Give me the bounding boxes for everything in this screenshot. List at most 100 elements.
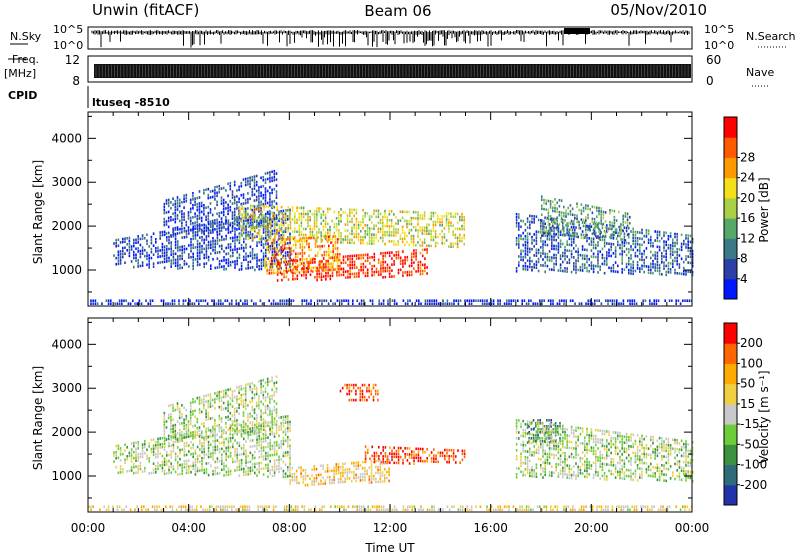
power-echo-cell bbox=[243, 237, 245, 241]
power-echo-cell bbox=[277, 259, 279, 263]
power-echo-cell bbox=[598, 221, 600, 225]
velocity-echo-cell bbox=[258, 444, 260, 447]
power-echo-cell bbox=[233, 210, 236, 214]
power-echo-cell bbox=[364, 259, 367, 263]
power-echo-cell bbox=[183, 263, 186, 266]
power-echo-cell bbox=[316, 231, 318, 234]
power-echo-cell bbox=[269, 180, 271, 183]
velocity-echo-cell bbox=[251, 457, 254, 460]
power-echo-cell bbox=[207, 231, 210, 235]
velocity-echo-cell bbox=[254, 465, 256, 469]
power-echo-cell bbox=[543, 207, 545, 211]
power-echo-cell bbox=[573, 238, 575, 241]
power-echo-cell bbox=[541, 219, 543, 222]
power-echo-cell bbox=[183, 218, 185, 221]
power-echo-cell bbox=[415, 299, 418, 302]
power-echo-cell bbox=[524, 241, 527, 244]
power-echo-cell bbox=[340, 267, 343, 271]
power-echo-cell bbox=[260, 258, 263, 262]
power-echo-cell bbox=[177, 264, 179, 267]
power-echo-cell bbox=[260, 176, 262, 180]
velocity-echo-cell bbox=[113, 460, 115, 463]
power-echo-cell bbox=[136, 302, 138, 305]
power-echo-cell bbox=[251, 187, 254, 191]
velocity-echo-cell bbox=[269, 445, 271, 448]
power-echo-cell bbox=[526, 259, 529, 262]
power-echo-cell bbox=[321, 299, 323, 302]
power-echo-cell bbox=[614, 252, 617, 255]
power-echo-cell bbox=[557, 245, 560, 248]
power-echo-cell bbox=[600, 231, 602, 234]
power-echo-cell bbox=[341, 299, 343, 302]
power-echo-cell bbox=[166, 239, 168, 242]
power-echo-cell bbox=[192, 258, 194, 262]
power-echo-cell bbox=[229, 208, 232, 212]
power-echo-cell bbox=[545, 208, 547, 211]
power-echo-cell bbox=[199, 242, 201, 245]
velocity-echo-cell bbox=[170, 456, 172, 459]
power-echo-cell bbox=[189, 207, 192, 211]
power-echo-cell bbox=[193, 302, 196, 305]
power-echo-cell bbox=[233, 198, 236, 202]
power-echo-cell bbox=[205, 206, 207, 209]
velocity-echo-cell bbox=[273, 444, 276, 447]
power-echo-cell bbox=[251, 190, 254, 194]
power-echo-cell bbox=[619, 225, 621, 229]
power-echo-cell bbox=[520, 237, 522, 241]
power-echo-cell bbox=[287, 227, 289, 230]
velocity-echo-cell bbox=[183, 442, 186, 445]
power-echo-cell bbox=[285, 239, 287, 242]
power-echo-cell bbox=[524, 262, 527, 265]
velocity-echo-cell bbox=[133, 456, 135, 460]
power-echo-cell bbox=[606, 230, 608, 233]
power-echo-cell bbox=[605, 299, 607, 302]
power-echo-cell bbox=[553, 265, 555, 269]
power-echo-cell bbox=[340, 220, 342, 223]
power-echo-cell bbox=[540, 255, 542, 258]
power-echo-cell bbox=[595, 231, 597, 235]
velocity-echo-cell bbox=[163, 469, 166, 473]
power-echo-cell bbox=[278, 219, 280, 223]
power-echo-cell bbox=[252, 216, 254, 220]
power-echo-cell bbox=[601, 253, 604, 257]
power-echo-cell bbox=[578, 220, 580, 224]
power-echo-cell bbox=[626, 215, 629, 219]
power-echo-cell bbox=[379, 218, 382, 222]
velocity-echo-cell bbox=[216, 457, 219, 460]
power-echo-cell bbox=[417, 261, 420, 264]
power-echo-cell bbox=[239, 210, 241, 213]
power-echo-cell bbox=[247, 266, 249, 270]
power-echo-cell bbox=[222, 201, 225, 205]
velocity-echo-cell bbox=[203, 438, 205, 442]
power-colorbar-tick-label: 16 bbox=[740, 211, 755, 225]
velocity-echo-cell bbox=[251, 445, 254, 448]
power-echo-cell bbox=[643, 252, 645, 256]
velocity-echo-cell bbox=[243, 473, 245, 477]
power-echo-cell bbox=[231, 211, 234, 214]
power-echo-cell bbox=[320, 234, 322, 237]
power-echo-cell bbox=[303, 237, 306, 240]
velocity-echo-cell bbox=[190, 440, 192, 444]
velocity-echo-cell bbox=[229, 472, 232, 476]
power-echo-cell bbox=[316, 210, 318, 213]
velocity-echo-cell bbox=[185, 441, 188, 445]
power-echo-cell bbox=[270, 256, 273, 260]
power-echo-cell bbox=[229, 254, 232, 258]
power-echo-cell bbox=[270, 262, 273, 266]
power-echo-cell bbox=[201, 238, 203, 242]
power-echo-cell bbox=[364, 230, 366, 233]
power-echo-cell bbox=[342, 270, 345, 274]
power-echo-cell bbox=[490, 302, 493, 305]
velocity-echo-cell bbox=[240, 459, 243, 462]
velocity-echo-cell bbox=[177, 455, 179, 458]
power-echo-cell bbox=[262, 255, 265, 258]
power-echo-cell bbox=[218, 211, 221, 215]
power-echo-cell bbox=[253, 181, 256, 184]
power-echo-cell bbox=[256, 253, 258, 256]
velocity-echo-cell bbox=[163, 445, 166, 449]
power-echo-cell bbox=[410, 234, 413, 238]
power-echo-cell bbox=[269, 223, 272, 226]
power-echo-cell bbox=[137, 235, 139, 238]
power-echo-cell bbox=[680, 248, 683, 252]
power-echo-cell bbox=[373, 236, 375, 239]
